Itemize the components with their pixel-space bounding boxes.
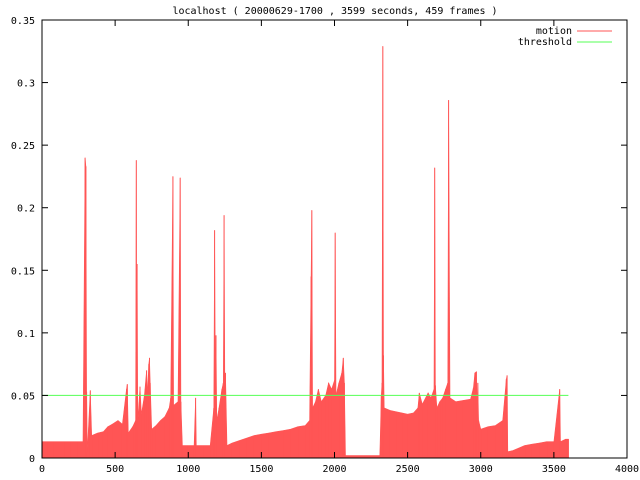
legend-label-threshold: threshold — [518, 37, 572, 48]
y-tick-label: 0.35 — [11, 16, 35, 27]
legend-item-motion: motion — [536, 26, 612, 37]
y-tick-label: 0.3 — [17, 79, 35, 90]
y-tick-label: 0.1 — [17, 329, 35, 340]
chart-title: localhost ( 20000629-1700 , 3599 seconds… — [172, 6, 497, 17]
motion-series-area — [41, 46, 569, 459]
y-tick-label: 0.25 — [11, 141, 35, 152]
x-tick-label: 1000 — [176, 464, 200, 475]
y-tick-label: 0.05 — [11, 391, 35, 402]
legend: motion threshold — [518, 26, 612, 48]
x-tick-label: 2000 — [322, 464, 346, 475]
x-tick-label: 4000 — [615, 464, 639, 475]
y-tick-label: 0 — [29, 454, 35, 465]
x-tick-label: 1500 — [249, 464, 273, 475]
x-tick-label: 500 — [106, 464, 124, 475]
x-tick-label: 3000 — [469, 464, 493, 475]
x-tick-label: 3500 — [542, 464, 566, 475]
series-layer — [41, 46, 569, 459]
y-tick-label: 0.2 — [17, 204, 35, 215]
x-tick-label: 0 — [39, 464, 45, 475]
legend-item-threshold: threshold — [518, 37, 612, 48]
axis-layer: 0 0.05 0.1 0.15 0.2 0.25 0.3 0.35 0 500 1000 1500 20… — [11, 16, 639, 475]
legend-label-motion: motion — [536, 26, 572, 37]
x-tick-label: 2500 — [396, 464, 420, 475]
y-tick-label: 0.15 — [11, 266, 35, 277]
